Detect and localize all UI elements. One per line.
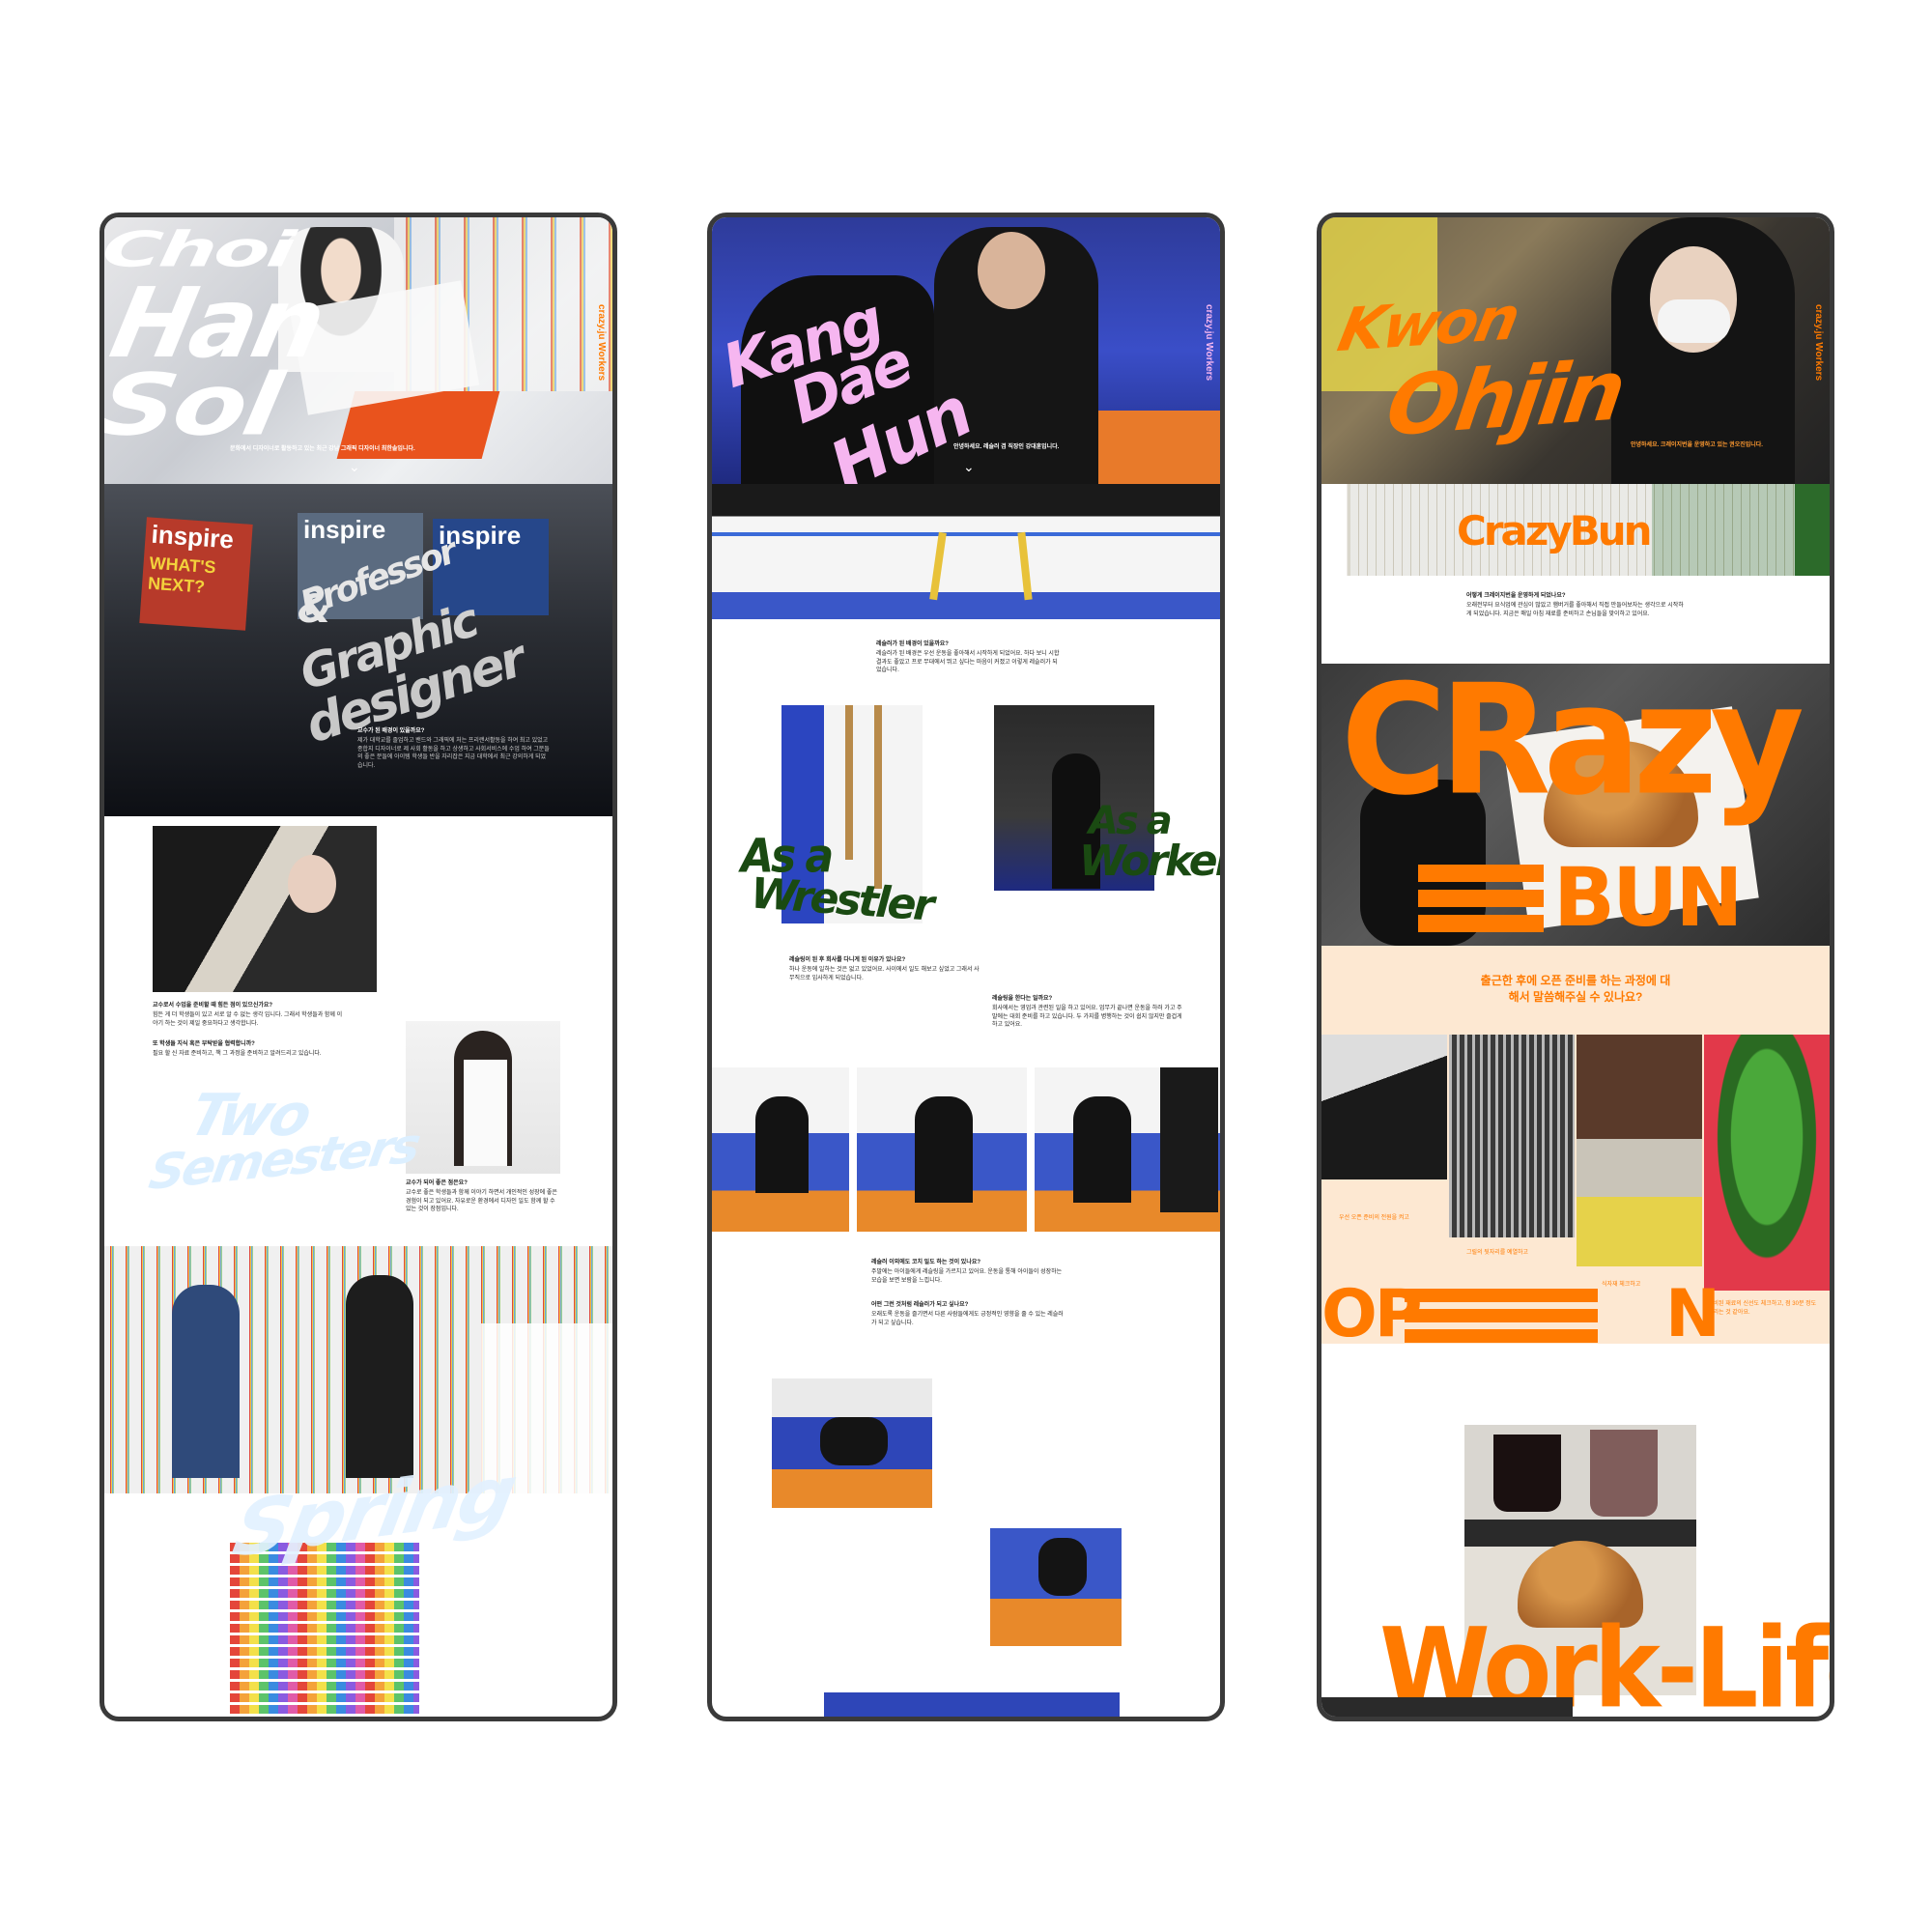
magazine-title: inspire [439,521,522,550]
hero-section: Kwon Ohjin crazy.ju Workers 안녕하세요. 크레이지번… [1321,217,1830,484]
brand-bun: BUN [1553,850,1744,945]
question-1: 어떻게 크레이지번을 운영하게 되었나요? [1466,593,1566,599]
answer-1: 오래전부터 요식업에 관심이 많았고 햄버거를 좋아해서 직접 만들어보자는 생… [1466,603,1684,617]
photo-professor-laptop [406,1021,560,1174]
label-worker-2: Worker [1079,837,1225,886]
step-photo-sauces [1577,1035,1702,1266]
panel-choi-han-sol[interactable]: Choi Han Sol crazy.ju Workers 문화에서 디자이너로… [99,213,617,1721]
question-3: 레슬링을 한다는 일까요? [992,996,1053,1002]
question-2: 레슬링이 된 후 회사를 다니게 된 이유가 있나요? [789,957,906,963]
hero-section: Kang Dae Hun crazy.ju Workers 안녕하세요. 레슬러… [712,217,1220,484]
photo-squat-2 [857,1067,1027,1232]
role-title-2: & [298,587,331,632]
answer-5: 오래도록 운동을 즐기면서 다른 사람들에게도 긍정적인 영향을 줄 수 있는 … [871,1312,1064,1326]
answer-3: 회사에서는 영업과 관련된 일을 하고 있어요. 업무가 끝나면 운동을 하러 … [992,1006,1182,1029]
hero-photo-coach [934,227,1098,484]
burger-photo: CRazy BUN [1321,664,1830,946]
answer-3: 필요 할 신 자료 준비하고, 책 그 과정을 준비하고 알려드리고 있습니다. [153,1051,322,1057]
step-caption-1: 우선 오픈 준비의 전원을 켜고 [1339,1215,1409,1221]
step-photo-lettuce [1704,1035,1830,1291]
photo-sparring [772,1378,932,1508]
professor-section: inspire WHAT'S NEXT? inspire inspire Pro… [104,484,612,816]
answer-4: 교수로 좋은 학생들과 함께 이야기 하면서 개인적인 성장에 좋은 경험이 되… [406,1190,557,1213]
panel-kang-dae-hun[interactable]: Kang Dae Hun crazy.ju Workers 안녕하세요. 레슬러… [707,213,1225,1721]
step-photo-timer [1321,1035,1447,1179]
hero-name-line1: Kwon [1332,282,1523,366]
label-wrestler-1: As a [741,829,834,884]
hero-photo-yellow [1321,217,1437,391]
question-4: 교수가 되어 좋은 점은요? [406,1180,468,1186]
panel-kwon-oh-jin[interactable]: Kwon Ohjin crazy.ju Workers 안녕하세요. 크레이지번… [1317,213,1834,1721]
label-wrestler-2: Wrestler [749,868,933,931]
banner-title: CrazyBun [1457,507,1653,554]
gym-bars-photo [712,484,1220,619]
answer-2: 힘든 게 더 학생들이 있고 서로 알 수 없는 생각 입니다. 그래서 학생들… [153,1012,343,1027]
side-tag: crazy.ju Workers [1204,304,1214,382]
magazine-inspire-2: inspire [298,513,423,619]
open-word-end: N [1665,1276,1720,1345]
step-caption-2: 그릴의 뒷자리를 예열하고 [1466,1250,1529,1256]
open-word-bars [1405,1289,1598,1343]
question-1: 교수가 된 배경이 있을까요? [357,728,425,734]
question-5: 어떤 그런 것처럼 레슬러가 되고 싶나요? [871,1302,969,1308]
step-caption-4: 준비된 재료의 신선도 체크하고, 점 30분 정도 걸리는 것 같아요. [1708,1301,1817,1316]
hero-name-line2: Ohjin [1380,342,1630,456]
steps-grid: 우선 오픈 준비의 전원을 켜고 그릴의 뒷자리를 예열하고 식자재 체크하고 … [1321,1035,1830,1344]
question-4: 레슬러 이외에도 코치 일도 하는 것이 있나요? [871,1260,981,1265]
question-banner-text: 출근한 후에 오픈 준비를 하는 과정에 대해서 말씀해주실 수 있나요? [1480,974,1671,1005]
question-3: 또 학생들 지식 혹은 부탁받을 협력합니까? [153,1041,255,1047]
hero-caption: 안녕하세요. 레슬러 겸 직장인 강대훈입니다. [953,444,1060,450]
side-tag: crazy.ju Workers [596,304,607,382]
burger-tray-photo [1464,1425,1696,1695]
photo-coach-gym [994,705,1154,891]
answer-1: 레슬러가 된 배경은 우선 운동을 좋아해서 시작하게 되었어요. 하다 보니 … [876,651,1060,674]
step-caption-3: 식자재 체크하고 [1602,1282,1641,1288]
photo-rope [781,705,923,923]
brand-bun-bars [1418,865,1544,932]
magazine-cover-text: WHAT'S NEXT? [147,553,217,597]
answer-4: 주말에는 아이들에게 레슬링을 가르치고 있어요. 운동을 통해 아이들이 성장… [871,1269,1063,1284]
label-worker-1: As a [1089,799,1173,843]
answer-1: 제가 대학교를 졸업하고 밴드와 그래픽에 처는 프리랜서활동을 하여 최고 있… [357,738,550,770]
hero-section: Choi Han Sol crazy.ju Workers 문화에서 디자이너로… [104,217,612,484]
question-1: 레슬러가 된 배경이 있을까요? [876,641,949,647]
hero-photo-athlete [741,275,934,484]
photo-color-papers [230,1541,419,1717]
photo-takedown [990,1528,1122,1646]
step-photo-fryer [1449,1035,1575,1237]
chevron-down-icon[interactable]: ⌄ [963,459,975,474]
hero-photo-person [1611,217,1795,484]
question-banner: 출근한 후에 오픈 준비를 하는 과정에 대해서 말씀해주실 수 있나요? [1321,946,1830,1035]
magazine-inspire-3: inspire [433,519,549,615]
photo-squat-3 [1035,1067,1220,1232]
crazybun-banner: CrazyBun [1321,484,1830,576]
magazine-inspire-1: inspire WHAT'S NEXT? [139,517,253,631]
magazine-title: inspire [303,515,386,544]
brand-crazy: CRazy [1341,664,1804,830]
photo-paper-store [104,1246,612,1493]
photo-class-discussion [153,826,377,992]
hero-mat-orange [1098,411,1220,484]
side-tag: crazy.ju Workers [1813,304,1824,382]
bottom-dark-strip [1321,1697,1573,1717]
question-2: 교수로서 수업을 준비할 때 힘든 점이 있으신가요? [153,1003,273,1009]
hero-name-line3: Sol [104,355,287,455]
photo-squat-1 [712,1067,849,1232]
photo-bottom-mat [824,1692,1120,1717]
chevron-down-icon[interactable]: ⌄ [349,459,360,474]
hero-caption: 안녕하세요. 크레이지번을 운영하고 있는 권오진입니다. [1631,442,1763,448]
hero-caption: 문화에서 디자이너로 활동하고 있는 최근 강남 그래픽 디자이너 최한솔입니다… [230,446,415,452]
answer-2: 하나 운동에 일하는 것은 없고 있었어요. 사이에서 일도 해보고 싶었고 그… [789,967,980,981]
